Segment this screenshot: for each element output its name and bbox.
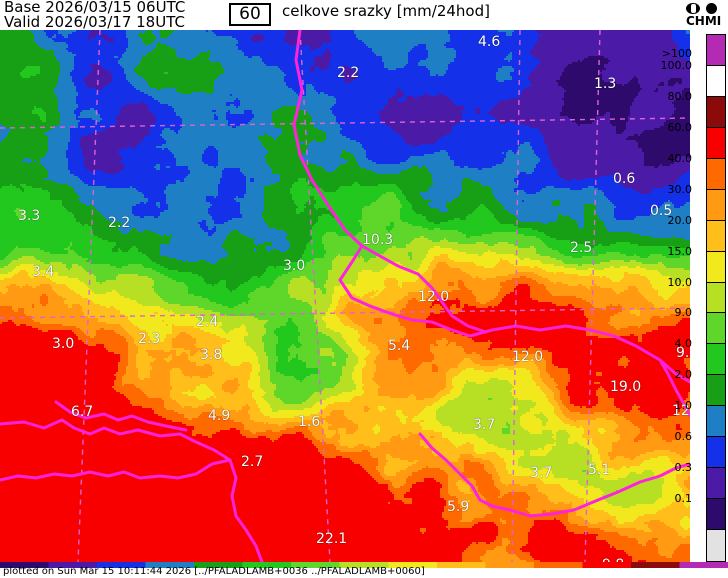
border-line: [0, 418, 264, 562]
precipitation-value-label: 1.6: [298, 414, 321, 430]
precipitation-value-label: 3.7: [530, 465, 553, 481]
precipitation-value-label: 0.6: [613, 171, 636, 187]
footer-color-strip: [0, 562, 728, 568]
map-footer: plotted on Sun Mar 15 10:11:44 2026 [../…: [0, 562, 728, 578]
logo-glyphs: [686, 1, 726, 15]
color-band: [707, 127, 725, 159]
precipitation-value-label: 3.0: [52, 336, 75, 352]
precipitation-value-label: 4.9: [208, 408, 231, 424]
precipitation-value-label: 2.7: [241, 454, 264, 470]
color-scale-tick: 2.0: [674, 368, 693, 382]
color-scale-tick: 60.0: [667, 120, 693, 134]
color-scale-tick: 30.0: [667, 182, 693, 196]
precipitation-value-label: 10.3: [362, 232, 394, 248]
color-band: [707, 35, 725, 66]
precipitation-value-label: 19.0: [610, 379, 642, 395]
color-scale-tick: 40.0: [667, 151, 693, 165]
page-title: celkove srazky [mm/24hod]: [282, 2, 490, 20]
precipitation-value-label: 3.4: [32, 264, 55, 280]
precipitation-value-label: 9.: [676, 345, 690, 361]
color-band: [707, 468, 725, 500]
color-scale-top-label: >100: [661, 46, 692, 60]
border-line: [0, 458, 232, 482]
forecast-step-box: 60: [229, 3, 271, 26]
valid-time-block: Base 2026/03/15 06UTC Valid 2026/03/17 1…: [4, 0, 185, 30]
precipitation-value-label: 3.0: [283, 258, 306, 274]
color-scale-tick: 0.3: [674, 461, 693, 475]
precipitation-value-label: 12.: [672, 403, 690, 419]
color-band: [707, 406, 725, 438]
precipitation-value-label: 22.1: [316, 531, 348, 547]
precipitation-value-label: 2.2: [337, 65, 360, 81]
precipitation-value-label: 5.4: [388, 338, 411, 354]
precipitation-value-label: 1.3: [594, 76, 617, 92]
border-line: [658, 358, 690, 418]
color-scale-tick: 100.0: [660, 58, 693, 72]
color-band: [707, 437, 725, 469]
color-band: [707, 375, 725, 407]
precipitation-value-label: 2.5: [570, 240, 593, 256]
color-band: [707, 189, 725, 221]
precipitation-value-label: 2.2: [108, 215, 131, 231]
precipitation-value-label: 0.5: [650, 203, 673, 219]
base-time-line: Base 2026/03/15 06UTC: [4, 0, 186, 16]
precipitation-value-label: 6.7: [71, 404, 94, 420]
precipitation-value-label: 3.8: [200, 347, 223, 363]
precipitation-value-label: 4.6: [478, 34, 501, 50]
logo-c-notch-icon: [691, 4, 696, 13]
color-band: [707, 499, 725, 530]
color-scale-tick: 9.0: [674, 306, 693, 320]
color-band: [707, 220, 725, 252]
color-scale-tick: 0.6: [674, 430, 693, 444]
map-header: Base 2026/03/15 06UTC Valid 2026/03/17 1…: [0, 0, 728, 30]
grid-line: [584, 30, 601, 562]
valid-time-line: Valid 2026/03/17 18UTC: [4, 13, 185, 31]
color-scale-tick: 10.0: [667, 275, 693, 289]
color-band: [707, 65, 725, 97]
color-scale-tick: 1.0: [674, 399, 693, 413]
precipitation-value-label: 5.9: [447, 499, 470, 515]
map-area[interactable]: 4.6 2.2 1.3 0.6 0.5 3.3 2.2 10.3 2.5 3.4 3.0 12.0 2.…: [0, 30, 690, 562]
grid-line: [77, 30, 101, 562]
logo-dot-icon: [706, 3, 717, 14]
color-scale-tick: 4.0: [674, 337, 693, 351]
grid-line: [511, 30, 521, 562]
border-line: [292, 30, 690, 384]
color-scale-tick: 0.1: [674, 492, 693, 506]
color-scale-tick: 80.0: [667, 89, 693, 103]
precipitation-value-label: 12.0: [512, 349, 544, 365]
grid-line: [0, 307, 690, 319]
color-band: [707, 313, 725, 345]
grid-lines: [0, 30, 690, 562]
precipitation-value-label: 2.3: [138, 331, 161, 347]
color-band: [707, 282, 725, 314]
precipitation-value-label: 3.3: [18, 208, 41, 224]
border-line: [54, 400, 188, 432]
border-line: [418, 432, 690, 518]
precipitation-value-label: 3.7: [473, 417, 496, 433]
color-scale-tick: 20.0: [667, 213, 693, 227]
precipitation-value-label: 2.4: [196, 314, 219, 330]
grid-line: [299, 30, 331, 562]
border-line: [360, 244, 488, 334]
logo-text: CHMI: [686, 14, 722, 28]
country-borders: [0, 30, 690, 562]
color-band: [707, 344, 725, 376]
color-band: [707, 530, 725, 561]
color-band: [707, 158, 725, 190]
footer-text: plotted on Sun Mar 15 10:11:44 2026 [../…: [3, 566, 425, 577]
precipitation-value-label: 5.1: [588, 462, 611, 478]
precipitation-value-label: 12.0: [418, 289, 450, 305]
color-scale-tick: 15.0: [667, 244, 693, 258]
color-band: [707, 96, 725, 128]
color-scale: [706, 34, 726, 562]
chmi-logo: CHMI: [686, 1, 726, 29]
grid-line: [0, 117, 690, 129]
precipitation-value-label: 9.8: [602, 558, 624, 562]
color-band: [707, 251, 725, 283]
map-overlay: [0, 30, 690, 562]
